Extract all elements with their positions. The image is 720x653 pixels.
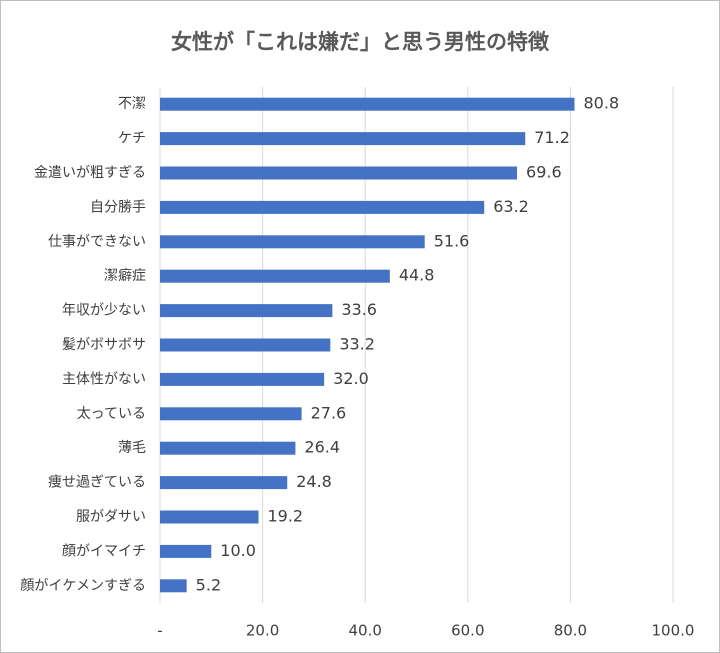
bar (160, 476, 288, 490)
value-label: 33.2 (339, 335, 375, 354)
bar (160, 235, 425, 249)
y-tick-label: 太っている (77, 406, 146, 422)
bar (160, 544, 212, 558)
value-label: 69.6 (526, 163, 562, 182)
bar (160, 579, 187, 593)
y-tick-label: 潔癖症 (104, 268, 146, 284)
value-label: 33.6 (341, 300, 377, 319)
value-label: 24.8 (296, 472, 332, 491)
value-label: 32.0 (333, 369, 369, 388)
x-tick-label: 80.0 (554, 622, 587, 640)
value-label: 63.2 (493, 197, 529, 216)
x-tick-label: 40.0 (348, 622, 381, 640)
bar (160, 200, 485, 214)
bar (160, 269, 390, 283)
bar (160, 304, 333, 318)
bar (160, 166, 518, 180)
y-tick-label: 顔がイマイチ (62, 543, 146, 559)
value-label: 80.8 (584, 94, 620, 113)
value-label: 27.6 (311, 403, 347, 422)
value-label: 44.8 (399, 266, 435, 285)
value-label: 10.0 (220, 541, 256, 560)
value-label: 19.2 (267, 507, 303, 526)
bar (160, 132, 526, 146)
y-tick-label: 髪がボサボサ (62, 337, 146, 353)
bar (160, 441, 296, 455)
y-tick-label: 顔がイケメンすぎる (20, 578, 146, 594)
bar (160, 407, 302, 421)
value-label: 71.2 (534, 128, 570, 147)
y-tick-label: 服がダサい (76, 509, 146, 525)
y-tick-label: 不潔 (118, 96, 146, 112)
y-tick-label: 痩せ過ぎている (48, 474, 146, 491)
y-tick-label: ケチ (118, 131, 146, 147)
y-tick-label: 主体性がない (62, 371, 146, 387)
value-label: 51.6 (434, 231, 470, 250)
y-tick-label: 自分勝手 (90, 199, 146, 215)
x-tick-label: 60.0 (451, 622, 484, 640)
bar (160, 510, 259, 524)
y-tick-label: 金遣いが粗すぎる (34, 165, 146, 181)
value-label: 5.2 (196, 575, 221, 594)
y-tick-label: 仕事ができない (48, 234, 146, 250)
y-tick-label: 年収が少ない (62, 303, 146, 319)
x-tick-label: - (157, 622, 162, 640)
x-tick-label: 100.0 (652, 622, 695, 640)
chart-title: 女性が「これは嫌だ」と思う男性の特徴 (171, 30, 550, 54)
bar (160, 338, 331, 352)
x-tick-label: 20.0 (246, 622, 279, 640)
bar (160, 97, 575, 111)
y-tick-label: 薄毛 (118, 440, 146, 456)
bar (160, 372, 325, 386)
value-label: 26.4 (304, 438, 340, 457)
